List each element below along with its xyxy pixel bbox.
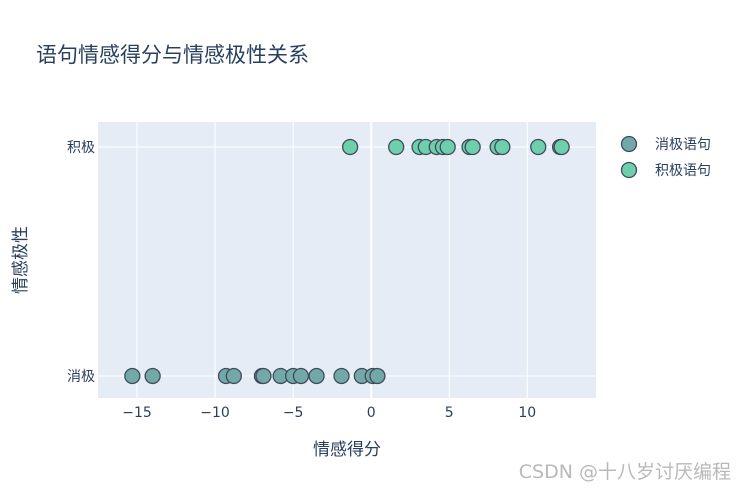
data-point <box>439 138 456 156</box>
y-axis-label: 情感极性 <box>11 226 31 294</box>
data-point <box>464 138 481 156</box>
data-point <box>333 367 350 385</box>
y-tick-label: 积极 <box>67 140 95 156</box>
legend-marker <box>620 161 638 179</box>
x-tick-label: −15 <box>122 405 152 421</box>
x-tick-label: 0 <box>367 405 376 421</box>
x-tick-label: 5 <box>445 405 454 421</box>
legend-label[interactable]: 积极语句 <box>655 163 711 179</box>
data-point <box>530 138 547 156</box>
plot-area <box>98 122 596 398</box>
data-point <box>292 367 310 385</box>
legend-marker <box>620 135 638 153</box>
x-tick-label: −10 <box>200 405 230 421</box>
data-point <box>369 367 386 385</box>
data-point <box>225 367 242 385</box>
x-tick-label: 10 <box>518 405 536 421</box>
data-point <box>308 367 325 385</box>
data-point <box>255 367 272 385</box>
chart-title: 语句情感得分与情感极性关系 <box>36 43 309 67</box>
data-point <box>144 367 161 385</box>
y-tick-label: 消极 <box>67 369 95 385</box>
x-tick-label: −5 <box>283 405 304 421</box>
x-axis-label: 情感得分 <box>313 440 381 460</box>
data-point <box>341 138 359 156</box>
data-point <box>388 138 405 156</box>
data-point <box>124 367 141 385</box>
data-point <box>494 138 511 156</box>
watermark: CSDN @十八岁讨厌编程 <box>518 461 731 483</box>
legend-label[interactable]: 消极语句 <box>655 137 711 153</box>
data-point <box>553 138 570 156</box>
